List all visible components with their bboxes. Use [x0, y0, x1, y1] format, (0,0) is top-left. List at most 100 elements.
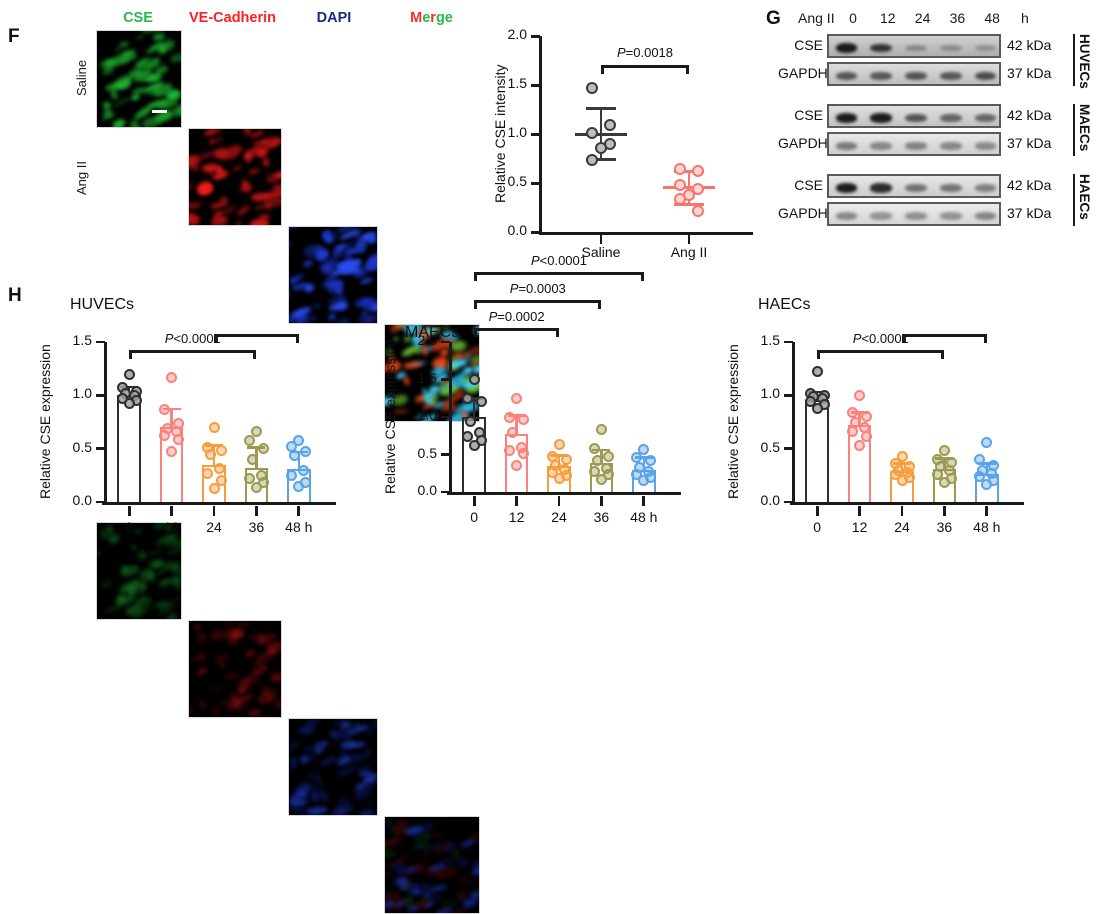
panelh-y-axis-2	[792, 342, 795, 502]
panelh-x-ticklabel-2-0: 0	[813, 519, 822, 535]
panelh-data-point	[896, 450, 908, 462]
panelh-y-ticklabel-0: 0.5	[72, 438, 92, 455]
panelf-error-cap-bot-0	[586, 158, 616, 161]
panelh-data-point	[645, 455, 657, 466]
panelh-x-tick-1	[600, 496, 603, 506]
panelh-error-cap-1-24	[550, 453, 568, 457]
panelh-data-point	[511, 460, 523, 472]
panelf-x-ticklabel-0: Saline	[581, 244, 621, 260]
panelh-data-point	[854, 439, 866, 451]
panelf-micrograph-r0-c2	[288, 226, 378, 324]
panelf-row-label-saline: Saline	[74, 59, 89, 97]
panelh-x-axis-0	[102, 502, 336, 506]
panelh-y-ticklabel-1: 0.5	[417, 444, 437, 461]
panelh-data-point	[811, 402, 823, 414]
panelh-error-bar-1-0	[472, 398, 476, 417]
panelf-data-point	[586, 81, 598, 94]
panelg-western-blots: Ang II 0 12 24 36 48 h CSE 42 kDa GAPDH 37 kDa HUVE…	[778, 6, 1105, 264]
panelg-band	[835, 212, 858, 220]
panelg-timepoint-24: 24	[914, 10, 931, 26]
panelg-timepoint-12: 12	[880, 10, 896, 26]
panelh-x-axis-1	[447, 492, 681, 496]
panelf-row-label-angii: Ang II	[74, 161, 89, 195]
panelh-data-point	[298, 464, 310, 476]
panelf-x-tick	[687, 235, 691, 244]
panelh-data-point	[215, 475, 227, 487]
panelf-error-bar-0	[599, 108, 603, 160]
panelg-band	[905, 113, 927, 123]
panelh-y-tick-0	[96, 447, 105, 450]
panelg-mw-label: 37 kDa	[1007, 65, 1052, 81]
panelg-protein-label-cse: CSE	[794, 107, 823, 123]
panelh-data-point	[159, 430, 171, 442]
panelh-data-point	[468, 374, 480, 385]
panelh-y-ticklabel-1: 1.5	[417, 369, 437, 386]
panelg-band	[835, 71, 858, 81]
panelf-data-point	[604, 119, 616, 132]
panelh-y-ticklabel-2: 0.5	[760, 438, 780, 455]
panelh-x-tick-1	[642, 496, 646, 506]
panelh-x-tick-0	[170, 506, 173, 516]
panelg-band	[974, 212, 997, 220]
panelh-data-point	[511, 392, 523, 404]
panelg-mw-label: 42 kDa	[1007, 37, 1052, 53]
panelg-band	[870, 113, 892, 123]
panelh-x-ticklabel-2-48: 48 h	[973, 519, 1001, 535]
panelf-micrograph-r1-c1	[188, 620, 282, 718]
panelh-data-point	[159, 403, 171, 415]
panelh-data-point	[931, 468, 943, 480]
panelg-protein-label-gapdh: GAPDH	[778, 135, 828, 151]
panelg-protein-label-cse: CSE	[794, 177, 823, 193]
panelh-y-ticklabel-2: 1.0	[760, 385, 780, 402]
panelf-channel-title-dapi: DAPI	[316, 10, 352, 26]
panelg-band	[870, 43, 892, 53]
panelf-y-axis-title: Relative CSE intensity	[492, 64, 508, 204]
panelh-data-point	[123, 398, 135, 410]
panelh-data-point	[208, 482, 220, 494]
panelh-error-cap-1-36	[592, 448, 611, 452]
panelf-error-cap-top-0	[586, 107, 616, 110]
panelh-data-point	[889, 468, 901, 480]
panelh-x-ticklabel-0-0: 0	[125, 519, 134, 535]
panelh-data-point	[215, 445, 227, 457]
panelf-error-cap-bot-1	[674, 203, 704, 206]
panelg-group-label-haecs: HAECs	[1077, 174, 1092, 220]
panelh-x-tick-2	[858, 506, 861, 516]
panelh-data-point	[638, 443, 650, 455]
panelh-y-tick-0	[96, 394, 105, 397]
panelh-error-bar-0-12	[170, 409, 173, 428]
panelh-y-tick-0	[96, 500, 105, 504]
panelh-data-point	[981, 436, 993, 448]
panelh-y-axis-0	[104, 342, 107, 502]
panelh-data-point	[553, 473, 565, 484]
panelh-x-tick-0	[255, 506, 258, 516]
panelf-data-point	[692, 165, 704, 178]
panelh-y-tick-1	[441, 378, 450, 381]
panelh-data-point	[464, 416, 476, 427]
panelh-x-ticklabel-0-48: 48 h	[285, 519, 313, 535]
panelg-band	[974, 142, 997, 150]
panelh-y-axis-title-2: Relative CSE expression	[725, 344, 741, 500]
panelh-data-point	[204, 448, 216, 460]
panelh-data-point	[595, 473, 607, 485]
panelh-data-point	[166, 371, 178, 383]
panelg-band	[905, 212, 927, 220]
panelf-x-axis	[539, 232, 753, 235]
panelh-x-ticklabel-1-12: 12	[508, 509, 525, 525]
panelh-data-point	[250, 426, 262, 438]
panelg-blot-box-huvecs-cse	[827, 34, 1001, 58]
panel-letter-g: G	[766, 8, 781, 29]
panelh-data-point	[243, 434, 255, 446]
panelh-error-cap-2-36	[935, 456, 954, 460]
panelh-data-point	[546, 467, 558, 478]
panelh-data-point	[166, 446, 178, 458]
panelh-data-point	[861, 411, 873, 423]
panelg-time-unit: h	[1021, 10, 1029, 26]
panelh-y-tick-1	[441, 340, 450, 344]
panelh-y-tick-1	[441, 415, 450, 419]
panelh-error-cap-2-48	[977, 462, 996, 465]
panelf-error-cap-top-1	[674, 169, 704, 173]
panelh-y-axis-1	[449, 342, 452, 492]
panelh-pvalue-label-1: P=0.0002	[488, 309, 545, 324]
panelh-data-point	[560, 453, 572, 465]
